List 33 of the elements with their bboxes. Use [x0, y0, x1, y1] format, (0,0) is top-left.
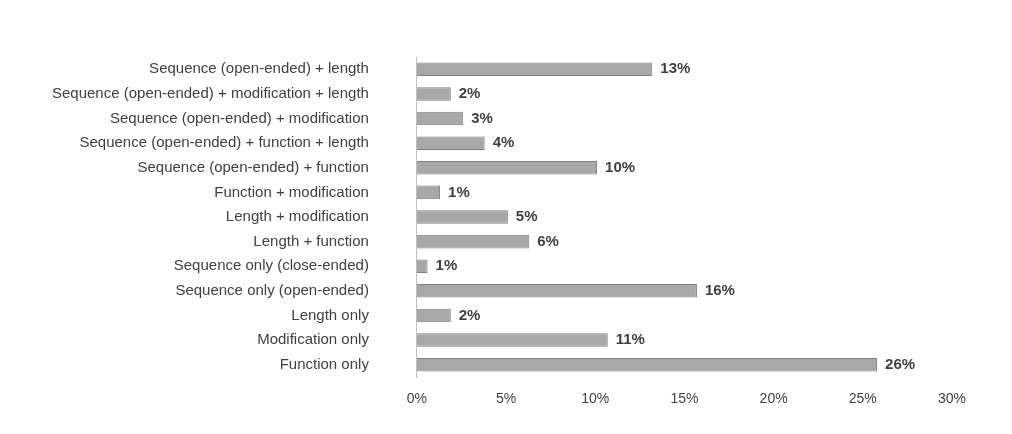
data-label: 5% — [515, 207, 538, 225]
y-tick-label: Length only — [291, 305, 370, 323]
x-tick-label: 30% — [937, 390, 967, 407]
y-tick-label: Sequence (open-ended) + length — [149, 59, 369, 77]
data-label: 11% — [615, 330, 645, 348]
data-label: 2% — [458, 305, 481, 323]
data-label: 26% — [885, 354, 916, 372]
y-tick-label: Sequence (open-ended) + function + length — [79, 133, 369, 151]
data-label: 10% — [605, 157, 636, 175]
y-tick-label: Sequence (open-ended) + modification + length — [52, 84, 369, 102]
data-label: 2% — [458, 84, 481, 102]
x-tick-label: 0% — [406, 390, 428, 407]
y-tick-label: Function only — [279, 354, 370, 372]
y-tick-label: Function + modification — [214, 182, 369, 200]
y-tick-label: Modification only — [257, 330, 370, 348]
data-label: 1% — [435, 256, 458, 274]
y-tick-label: Sequence (open-ended) + modification — [109, 108, 369, 126]
data-label: 6% — [537, 231, 559, 249]
data-label: 16% — [704, 280, 735, 298]
y-tick-label: Sequence only (open-ended) — [175, 280, 369, 298]
data-label: 4% — [492, 133, 515, 151]
x-tick-label: 15% — [670, 390, 699, 407]
x-tick-label: 10% — [581, 390, 610, 407]
y-tick-label: Length + function — [253, 231, 369, 249]
y-tick-label: Sequence (open-ended) + function — [137, 157, 369, 175]
data-label: 3% — [471, 108, 493, 126]
y-tick-label: Sequence only (close-ended) — [173, 256, 369, 274]
x-tick-label: 25% — [848, 390, 877, 407]
y-tick-label: Length + modification — [225, 207, 369, 225]
x-tick-label: 20% — [759, 390, 788, 407]
x-tick-label: 5% — [495, 390, 517, 407]
data-label: 13% — [660, 59, 691, 77]
data-label: 1% — [448, 182, 470, 200]
